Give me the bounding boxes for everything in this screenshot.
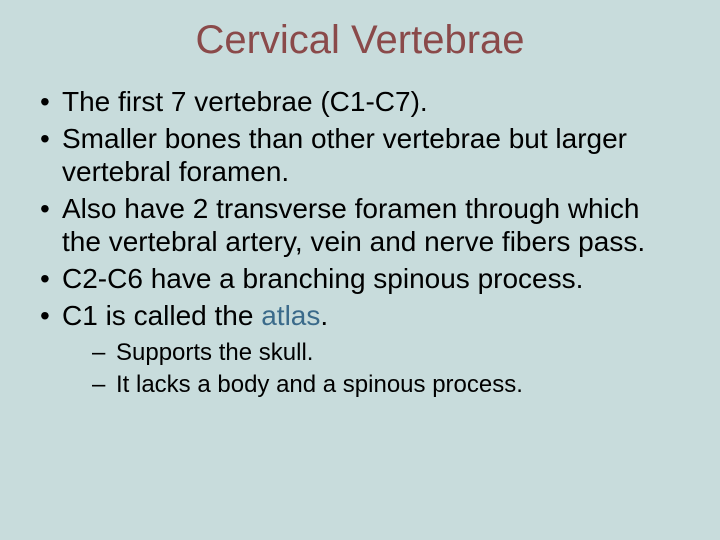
bullet-item: C1 is called the atlas. Supports the sku… xyxy=(34,299,686,400)
bullet-item: Also have 2 transverse foramen through w… xyxy=(34,192,686,258)
bullet-text-prefix: C1 is called the xyxy=(62,300,261,331)
bullet-text: Smaller bones than other vertebrae but l… xyxy=(62,123,627,187)
bullet-item: C2-C6 have a branching spinous process. xyxy=(34,262,686,295)
bullet-text: The first 7 vertebrae (C1-C7). xyxy=(62,86,428,117)
bullet-text: Also have 2 transverse foramen through w… xyxy=(62,193,645,257)
sub-bullet-text: Supports the skull. xyxy=(116,339,313,366)
bullet-item: Smaller bones than other vertebrae but l… xyxy=(34,122,686,188)
bullet-text: C2-C6 have a branching spinous process. xyxy=(62,263,583,294)
highlight-term: atlas xyxy=(261,300,320,331)
sub-bullet-item: Supports the skull. xyxy=(62,338,686,368)
slide-title: Cervical Vertebrae xyxy=(34,18,686,63)
sub-bullet-list: Supports the skull. It lacks a body and … xyxy=(62,338,686,400)
bullet-list: The first 7 vertebrae (C1-C7). Smaller b… xyxy=(34,85,686,400)
bullet-text-suffix: . xyxy=(320,300,328,331)
bullet-item: The first 7 vertebrae (C1-C7). xyxy=(34,85,686,118)
sub-bullet-text: It lacks a body and a spinous process. xyxy=(116,371,523,398)
sub-bullet-item: It lacks a body and a spinous process. xyxy=(62,370,686,400)
